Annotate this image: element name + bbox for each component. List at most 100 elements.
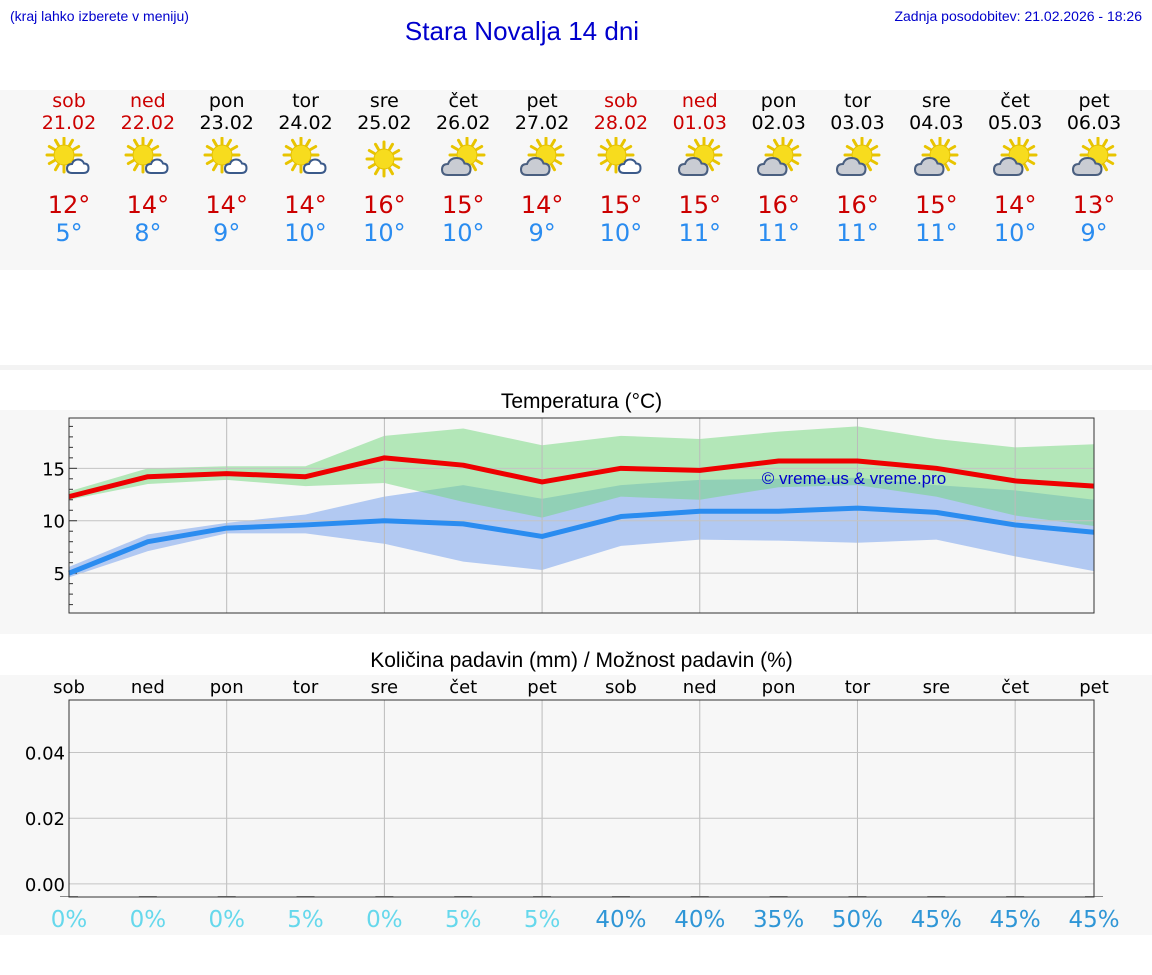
day-column: čet 26.02 15° 10° (421, 90, 505, 247)
day-name: sob (52, 90, 86, 112)
precipitation-probability-label: 0% (130, 907, 167, 933)
temperature-chart-title: Temperatura (°C) (501, 390, 662, 413)
day-name: pon (208, 90, 245, 112)
precipitation-day-label: sre (371, 677, 398, 698)
sun-cloud-icon (27, 137, 111, 181)
y-tick-label: 5 (54, 564, 65, 585)
max-temperature: 16° (363, 191, 406, 219)
watermark: © vreme.us & vreme.pro (762, 469, 946, 488)
sun-icon (342, 137, 426, 181)
min-temperature: 10° (284, 219, 327, 247)
day-date: 25.02 (357, 112, 412, 134)
min-temperature: 8° (134, 219, 162, 247)
min-temperature: 9° (213, 219, 241, 247)
precipitation-probability-label: 5% (445, 907, 482, 933)
max-temperature: 16° (757, 191, 800, 219)
day-date: 26.02 (436, 112, 491, 134)
y-tick-label: 15 (42, 459, 65, 480)
precipitation-day-label: pon (762, 677, 796, 698)
location-menu-note: (kraj lahko izberete v meniju) (10, 8, 189, 24)
min-temperature: 5° (55, 219, 83, 247)
day-date: 24.02 (278, 112, 333, 134)
day-column: sre 25.02 16° 10° (342, 90, 426, 247)
cloud-sun-icon (816, 137, 900, 181)
day-name: tor (844, 90, 871, 112)
precipitation-probability-label: 5% (524, 907, 561, 933)
y-tick-label: 0.04 (25, 744, 65, 765)
precipitation-probability-label: 0% (51, 907, 88, 933)
day-date: 02.03 (751, 112, 806, 134)
page-title: Stara Novalja 14 dni (404, 16, 640, 46)
precipitation-probability-label: 40% (674, 907, 725, 933)
day-date: 27.02 (514, 112, 570, 134)
section-divider (0, 365, 1152, 370)
day-column: sre 04.03 15° 11° (894, 90, 978, 247)
last-updated: Zadnja posodobitev: 21.02.2026 - 18:26 (894, 8, 1142, 24)
day-date: 04.03 (909, 112, 964, 134)
day-column: pet 27.02 14° 9° (500, 90, 584, 247)
precipitation-probability-label: 35% (753, 907, 804, 933)
day-column: ned 22.02 14° 8° (106, 90, 190, 247)
max-temperature: 12° (47, 191, 91, 219)
sun-cloud-icon (185, 137, 269, 181)
day-name: sob (604, 90, 638, 112)
sun-cloud-icon (106, 137, 190, 181)
day-name: ned (681, 90, 718, 112)
max-temperature: 13° (1072, 191, 1116, 219)
cloud-sun-icon (894, 137, 978, 181)
day-column: sob 28.02 15° 10° (579, 90, 663, 247)
y-tick-label: 10 (42, 512, 65, 533)
min-temperature: 10° (993, 219, 1037, 247)
precipitation-probability-label: 45% (1068, 907, 1119, 933)
min-temperature: 11° (757, 219, 800, 247)
temperature-plot-frame (68, 417, 1095, 614)
max-temperature: 16° (836, 191, 879, 219)
day-column: tor 24.02 14° 10° (264, 90, 348, 247)
max-temperature-line (68, 455, 1095, 500)
precipitation-day-label: pon (210, 677, 244, 698)
min-temperature: 9° (528, 219, 556, 247)
day-name: pet (1078, 90, 1110, 112)
precipitation-plot-frame (68, 699, 1095, 898)
day-name: pet (526, 90, 558, 112)
day-date: 05.03 (987, 112, 1043, 134)
min-temperature: 11° (915, 219, 958, 247)
cloud-sun-icon (421, 137, 505, 181)
min-temperature: 11° (836, 219, 879, 247)
day-date: 23.02 (199, 112, 254, 134)
max-temperature: 15° (441, 191, 485, 219)
day-column: čet 05.03 14° 10° (973, 90, 1057, 247)
day-column: sob 21.02 12° 5° (27, 90, 111, 247)
daily-forecast-strip: sob 21.02 12° 5° ned 22.02 14° 8° pon 23.02 14° 9° t… (0, 90, 1152, 270)
day-date: 28.02 (593, 112, 649, 134)
day-column: ned 01.03 15° 11° (658, 90, 742, 247)
max-temperature: 15° (599, 191, 643, 219)
cloud-sun-icon (500, 137, 584, 181)
precipitation-day-label: ned (131, 677, 165, 698)
max-temperature: 14° (205, 191, 248, 219)
max-temperature: 15° (915, 191, 958, 219)
day-name: čet (1000, 90, 1030, 112)
sun-cloud-icon (579, 137, 663, 181)
min-temperature: 9° (1080, 219, 1108, 247)
precipitation-day-label: pet (1079, 677, 1109, 698)
cloud-sun-icon (737, 137, 821, 181)
day-column: pon 02.03 16° 11° (737, 90, 821, 247)
precipitation-chart-title: Količina padavin (mm) / Možnost padavin … (370, 649, 793, 672)
day-date: 21.02 (41, 112, 97, 134)
max-temperature: 15° (678, 191, 722, 219)
precipitation-probability-label: 45% (911, 907, 962, 933)
temperature-chart: Temperatura (°C) 5 10 15 © vreme.us & vreme.… (42, 390, 1095, 614)
y-tick-label: 0.02 (25, 809, 65, 830)
day-column: pet 06.03 13° 9° (1052, 90, 1136, 247)
day-date: 22.02 (120, 112, 176, 134)
precipitation-day-label: sob (53, 677, 85, 698)
y-tick-label: 0.00 (25, 875, 65, 896)
day-name: čet (448, 90, 479, 112)
min-temperature: 10° (599, 219, 643, 247)
day-date: 03.03 (830, 112, 885, 134)
max-temperature: 14° (520, 191, 564, 219)
cloud-sun-icon (973, 137, 1057, 181)
cloud-sun-icon (1052, 137, 1136, 181)
min-temperature: 10° (441, 219, 485, 247)
